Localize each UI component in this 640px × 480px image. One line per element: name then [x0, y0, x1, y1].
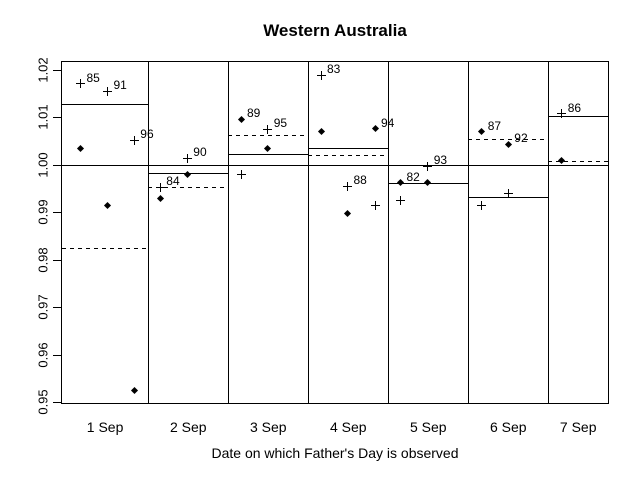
year-label: 93	[433, 153, 448, 167]
plus-marker	[182, 153, 192, 163]
plus-marker	[155, 182, 165, 192]
plot-area: 85 91 96 84 90 89 95 83 88 94 82 93 87 92 86	[61, 61, 609, 404]
year-label: 90	[193, 145, 207, 160]
y-tick	[53, 212, 61, 214]
plus-mean-line	[228, 153, 309, 155]
year-label: 88	[353, 173, 367, 187]
y-tick-label: 0.95	[35, 389, 51, 415]
y-tick	[53, 117, 61, 119]
diamond-mean-line	[308, 154, 389, 156]
x-tick-label: 7 Sep	[559, 419, 597, 435]
year-label: 91	[113, 78, 127, 93]
plus-mean-line	[308, 148, 389, 149]
year-label: 86	[567, 100, 582, 115]
plus-mean-line	[548, 116, 608, 118]
y-tick	[53, 69, 61, 71]
y-tick-label: 1.01	[35, 104, 51, 130]
y-tick-label: 1.00	[35, 151, 51, 178]
y-tick	[53, 402, 61, 404]
y-tick-label: 0.96	[35, 341, 51, 368]
diamond-marker	[396, 179, 405, 187]
diamond-marker	[156, 195, 164, 203]
diamond-marker	[264, 144, 272, 152]
x-axis-title: Date on which Father's Day is observed	[211, 445, 459, 461]
diamond-mean-line	[468, 138, 549, 140]
plus-marker	[370, 201, 380, 211]
x-tick-label: 4 Sep	[330, 419, 367, 435]
y-tick-label: 0.99	[35, 199, 51, 225]
plus-marker	[423, 161, 433, 171]
year-label: 95	[273, 116, 288, 131]
x-tick-label: 1 Sep	[86, 419, 124, 435]
plus-marker	[103, 86, 112, 96]
reference-line	[62, 164, 608, 166]
plus-marker	[477, 200, 487, 210]
x-tick-label: 3 Sep	[250, 419, 287, 435]
plus-marker	[129, 135, 139, 145]
plus-marker	[263, 124, 273, 134]
diamond-marker	[237, 115, 245, 123]
plus-marker	[557, 109, 567, 119]
diamond-marker	[343, 209, 352, 218]
x-tick-label: 2 Sep	[170, 419, 207, 435]
panel-divider	[308, 62, 310, 403]
year-label: 82	[406, 169, 420, 184]
year-label: 92	[514, 131, 528, 146]
diamond-marker	[558, 156, 566, 164]
y-tick-label: 0.97	[35, 294, 51, 320]
year-label: 85	[86, 70, 100, 85]
x-tick-label: 6 Sep	[490, 419, 527, 435]
diamond-marker	[76, 144, 85, 152]
year-label: 94	[381, 115, 395, 130]
plus-marker	[503, 188, 513, 198]
y-tick	[53, 259, 61, 261]
y-tick-label: 1.02	[35, 56, 51, 83]
diamond-mean-line	[62, 247, 149, 249]
plus-mean-line	[62, 103, 149, 105]
diamond-marker	[424, 179, 432, 187]
diamond-mean-line	[148, 187, 229, 189]
year-label: 87	[487, 118, 502, 133]
year-label: 84	[166, 174, 180, 189]
plus-marker	[76, 79, 85, 89]
plus-marker	[396, 195, 405, 205]
panel-divider	[468, 62, 470, 403]
year-label: 89	[247, 106, 261, 120]
panel-divider	[148, 62, 150, 403]
year-label: 83	[327, 62, 341, 77]
plus-marker	[343, 181, 352, 191]
chart-title: Western Australia	[263, 21, 407, 40]
diamond-marker	[504, 140, 512, 148]
plus-marker	[316, 70, 326, 80]
y-tick-label: 0.98	[35, 246, 51, 273]
diamond-marker	[317, 127, 325, 135]
x-tick-label: 5 Sep	[410, 419, 447, 435]
diamond-mean-line	[228, 134, 309, 136]
diamond-marker	[130, 387, 138, 395]
diamond-mean-line	[548, 160, 608, 162]
y-tick	[53, 164, 61, 166]
panel-divider	[228, 62, 230, 403]
y-tick	[53, 354, 61, 356]
panel-divider	[388, 62, 390, 403]
panel-divider	[548, 62, 550, 403]
y-tick	[53, 307, 61, 309]
diamond-marker	[371, 124, 379, 133]
plus-marker	[236, 169, 246, 179]
diamond-marker	[478, 128, 486, 136]
diamond-marker	[103, 201, 112, 209]
year-label: 96	[140, 127, 154, 142]
